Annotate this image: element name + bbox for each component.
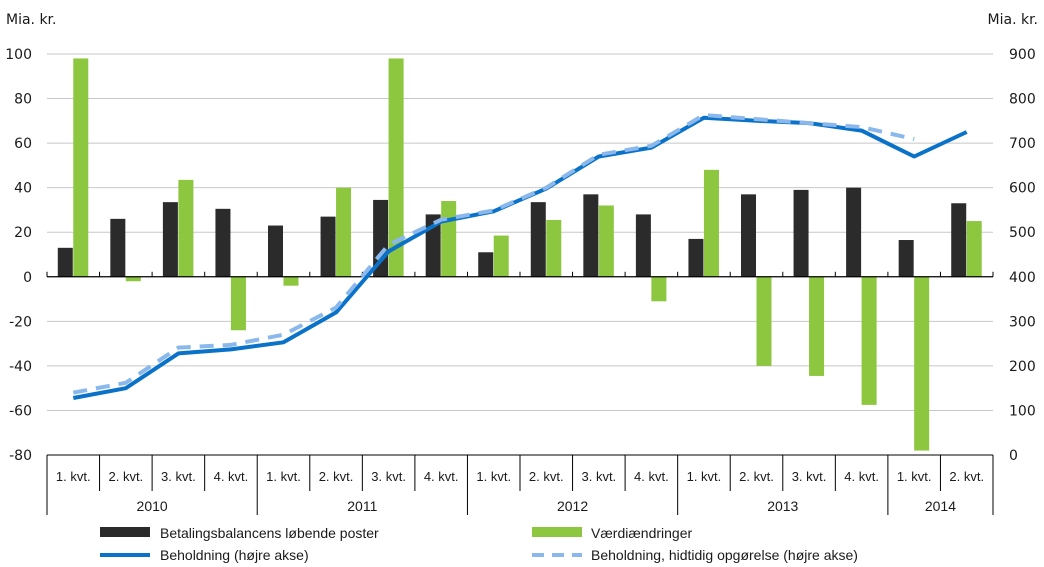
category-label: 2. kvt. bbox=[319, 469, 354, 484]
legend-label-value-changes: Værdiændringer bbox=[591, 525, 692, 541]
bar-current-account bbox=[583, 194, 599, 277]
category-label: 3. kvt. bbox=[581, 469, 616, 484]
right-tick-label: 0 bbox=[1009, 448, 1018, 464]
legend-label-holdings: Beholdning (højre akse) bbox=[160, 547, 309, 563]
category-label: 3. kvt. bbox=[371, 469, 406, 484]
left-axis-label: Mia. kr. bbox=[6, 12, 56, 28]
bar-value-changes bbox=[125, 276, 141, 282]
category-label: 1. kvt. bbox=[687, 469, 722, 484]
bars bbox=[57, 58, 982, 451]
category-label: 1. kvt. bbox=[476, 469, 511, 484]
bar-value-changes bbox=[388, 58, 404, 277]
category-label: 4. kvt. bbox=[424, 469, 459, 484]
bar-value-changes bbox=[73, 58, 89, 277]
right-tick-label: 200 bbox=[1009, 359, 1036, 375]
right-tick-label: 700 bbox=[1009, 136, 1036, 152]
year-label: 2013 bbox=[767, 498, 798, 514]
right-tick-label: 900 bbox=[1009, 47, 1036, 63]
bar-value-changes bbox=[493, 235, 509, 277]
left-tick-label: 40 bbox=[14, 181, 32, 197]
category-label: 3. kvt. bbox=[161, 469, 196, 484]
bar-current-account bbox=[57, 247, 73, 277]
bar-value-changes bbox=[598, 205, 614, 277]
bar-current-account bbox=[741, 194, 756, 277]
category-label: 1. kvt. bbox=[266, 469, 301, 484]
year-label: 2010 bbox=[137, 498, 168, 514]
right-tick-label: 800 bbox=[1009, 92, 1036, 108]
lines bbox=[72, 113, 968, 400]
left-tick-label: 0 bbox=[23, 270, 32, 286]
left-tick-label: 80 bbox=[14, 92, 32, 108]
bar-current-account bbox=[110, 218, 126, 277]
bar-current-account bbox=[846, 187, 862, 277]
left-tick-label: 60 bbox=[14, 136, 32, 152]
category-label: 1. kvt. bbox=[897, 469, 932, 484]
left-axis-ticks: 100 80 60 40 20 0 -20 -40 -60 -80 bbox=[5, 47, 32, 464]
bar-value-changes bbox=[546, 219, 562, 277]
left-tick-label: 100 bbox=[5, 47, 32, 63]
bar-current-account bbox=[635, 214, 651, 277]
bar-current-account bbox=[162, 202, 178, 277]
category-label: 2. kvt. bbox=[108, 469, 143, 484]
bar-current-account bbox=[530, 202, 546, 277]
line-holdings-previous bbox=[72, 113, 915, 395]
right-tick-label: 300 bbox=[1009, 314, 1036, 330]
bar-current-account bbox=[898, 240, 914, 277]
bar-value-changes bbox=[178, 179, 194, 277]
bar-value-changes bbox=[651, 276, 667, 302]
bar-current-account bbox=[320, 216, 336, 277]
category-label: 2. kvt. bbox=[529, 469, 564, 484]
year-label: 2014 bbox=[925, 498, 956, 514]
bar-current-account bbox=[793, 189, 809, 277]
legend-swatch-value-changes bbox=[532, 527, 582, 537]
category-label: 4. kvt. bbox=[214, 469, 249, 484]
legend-label-current-account: Betalingsbalancens løbende poster bbox=[160, 525, 379, 541]
year-label: 2012 bbox=[557, 498, 588, 514]
right-axis-ticks: 900 800 700 600 500 400 300 200 100 0 bbox=[1009, 47, 1036, 464]
bar-value-changes bbox=[861, 276, 877, 405]
category-label: 1. kvt. bbox=[56, 469, 91, 484]
bar-value-changes bbox=[441, 201, 457, 277]
right-tick-label: 100 bbox=[1009, 403, 1036, 419]
bar-current-account bbox=[688, 238, 704, 277]
bar-value-changes bbox=[966, 221, 982, 277]
left-tick-label: -60 bbox=[9, 403, 32, 419]
legend-swatch-current-account bbox=[100, 527, 150, 537]
axes bbox=[46, 271, 994, 515]
year-label: 2011 bbox=[347, 498, 377, 514]
category-label: 2. kvt. bbox=[739, 469, 774, 484]
legend: Betalingsbalancens løbende poster Værdiæ… bbox=[100, 525, 858, 563]
line-holdings bbox=[72, 115, 968, 400]
left-tick-label: -40 bbox=[9, 359, 32, 375]
right-tick-label: 400 bbox=[1009, 270, 1036, 286]
bar-value-changes bbox=[756, 276, 772, 366]
bar-current-account bbox=[951, 203, 967, 277]
bar-current-account bbox=[478, 252, 494, 277]
bar-current-account bbox=[268, 225, 283, 277]
category-label: 2. kvt. bbox=[949, 469, 984, 484]
gridlines bbox=[47, 53, 993, 411]
right-tick-label: 600 bbox=[1009, 181, 1036, 197]
bar-value-changes bbox=[336, 187, 352, 277]
left-tick-label: -20 bbox=[9, 314, 32, 330]
category-label: 4. kvt. bbox=[634, 469, 669, 484]
bar-value-changes bbox=[283, 276, 299, 286]
right-tick-label: 500 bbox=[1009, 225, 1036, 241]
bar-value-changes bbox=[703, 169, 719, 277]
bar-value-changes bbox=[230, 276, 246, 331]
bar-value-changes bbox=[809, 276, 825, 376]
bar-value-changes bbox=[914, 276, 930, 451]
right-axis-label: Mia. kr. bbox=[988, 12, 1038, 28]
left-tick-label: 20 bbox=[14, 225, 32, 241]
legend-label-holdings-previous: Beholdning, hidtidig opgørelse (højre ak… bbox=[591, 547, 858, 563]
left-tick-label: -80 bbox=[9, 448, 32, 464]
category-label: 4. kvt. bbox=[844, 469, 879, 484]
x-axis-categories: 2010 2011 2012 2013 2014 1. kvt. 2. kvt. 3. kvt… bbox=[56, 469, 984, 514]
category-label: 3. kvt. bbox=[792, 469, 827, 484]
bar-current-account bbox=[215, 208, 231, 277]
